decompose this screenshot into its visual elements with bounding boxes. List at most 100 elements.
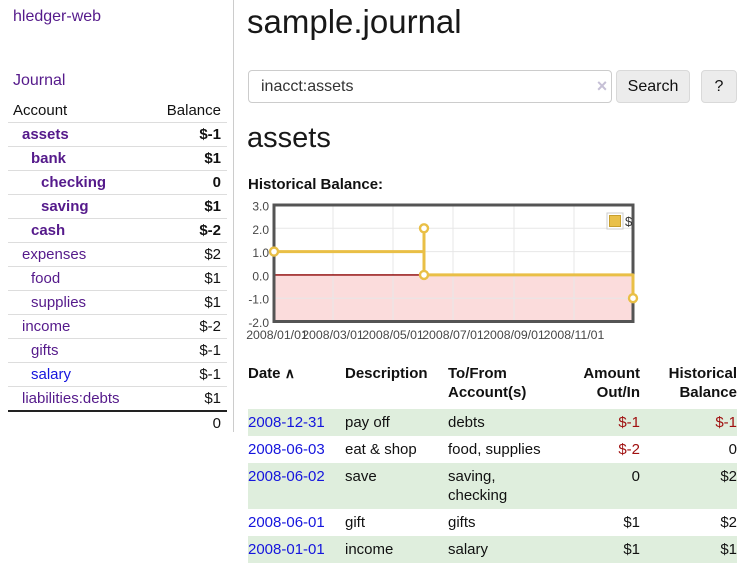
account-row: income $-2	[8, 314, 227, 339]
register-col-description: Description	[345, 365, 428, 382]
transaction-balance: $-1	[640, 409, 737, 436]
account-link-liabilities-debts[interactable]: liabilities:debts	[22, 390, 120, 407]
account-balance: $-2	[146, 314, 227, 339]
transaction-accounts: salary	[448, 536, 554, 563]
account-balance: $-2	[146, 218, 227, 243]
transaction-amount: $-1	[554, 409, 640, 436]
account-heading: assets	[247, 122, 331, 154]
svg-text:2008/09/01: 2008/09/01	[483, 328, 545, 342]
transaction-description: income	[345, 536, 448, 563]
account-row: salary $-1	[8, 362, 227, 387]
transaction-balance: $1	[640, 536, 737, 563]
transaction-amount: 0	[554, 463, 640, 509]
transaction-amount: $1	[554, 536, 640, 563]
sidebar-divider	[233, 0, 234, 432]
data-point-markers	[268, 223, 639, 304]
account-balance: 0	[146, 170, 227, 195]
account-row: expenses $2	[8, 242, 227, 267]
account-balance: $-1	[146, 122, 227, 147]
transaction-accounts: debts	[448, 409, 554, 436]
sort-asc-icon: ∧	[284, 365, 295, 381]
svg-text:1.0: 1.0	[252, 246, 269, 260]
transaction-balance: 0	[728, 441, 737, 458]
accounts-col-balance: Balance	[146, 100, 227, 123]
chart-title: Historical Balance:	[248, 176, 384, 193]
svg-text:2008/11/01: 2008/11/01	[544, 328, 605, 342]
transaction-balance: $2	[720, 514, 737, 531]
transaction-balance: $2	[640, 463, 737, 509]
accounts-col-account: Account	[8, 100, 147, 123]
transaction-date-link[interactable]: 2008-06-03	[248, 441, 325, 458]
transaction-amount: $-2	[618, 441, 640, 458]
svg-text:0.0: 0.0	[252, 269, 269, 283]
accounts-total-value: 0	[146, 410, 227, 435]
svg-text:-1.0: -1.0	[248, 293, 269, 307]
historical-balance-chart[interactable]: $ 3.0 2.0 1.0 0.0 -1.0 -2.0 2008/01/01 2…	[240, 200, 642, 345]
transaction-accounts: gifts	[448, 514, 476, 531]
account-link-assets[interactable]: assets	[22, 126, 69, 143]
account-balance: $2	[146, 242, 227, 267]
transaction-description: eat & shop	[345, 441, 417, 458]
transaction-date-link[interactable]: 2008-12-31	[248, 414, 325, 431]
account-balance: $1	[146, 266, 227, 291]
date-header-label: Date	[248, 365, 281, 382]
chart-canvas: $ 3.0 2.0 1.0 0.0 -1.0 -2.0 2008/01/01 2…	[246, 200, 639, 342]
transaction-date-link[interactable]: 2008-06-02	[248, 468, 325, 485]
svg-text:3.0: 3.0	[252, 200, 269, 214]
register-header-row: Date ∧ Description To/From Account(s) Am…	[248, 362, 737, 409]
account-balance: $1	[146, 290, 227, 315]
sidebar-item-journal[interactable]: Journal	[13, 72, 66, 89]
search-input[interactable]	[248, 70, 612, 103]
balance-series-line	[274, 226, 635, 299]
account-link-cash[interactable]: cash	[31, 222, 66, 239]
account-link-checking[interactable]: checking	[41, 174, 107, 191]
help-button[interactable]: ?	[701, 70, 737, 103]
account-row: liabilities:debts $1	[8, 387, 227, 412]
legend-label: $	[625, 214, 633, 229]
account-balance: $1	[204, 390, 221, 407]
account-balance: $-1	[146, 338, 227, 363]
transaction-description: pay off	[345, 409, 448, 436]
y-axis-labels: 3.0 2.0 1.0 0.0 -1.0 -2.0	[248, 200, 269, 331]
account-link-saving[interactable]: saving	[41, 198, 89, 215]
account-row: checking 0	[8, 170, 227, 195]
register-row: 2008-12-31 pay off debts $-1 $-1	[248, 409, 737, 436]
transaction-accounts: food, supplies	[448, 441, 541, 458]
account-link-supplies[interactable]: supplies	[31, 294, 87, 311]
account-link-food[interactable]: food	[31, 270, 61, 287]
transaction-amount: $1	[623, 514, 640, 531]
account-balance: $-1	[146, 362, 227, 387]
transaction-date-link[interactable]: 2008-06-01	[248, 514, 325, 531]
register-col-balance: Historical Balance	[668, 365, 737, 401]
account-link-bank[interactable]: bank	[31, 150, 67, 167]
svg-text:2008/01/01: 2008/01/01	[246, 328, 308, 342]
chart-legend: $	[606, 212, 633, 230]
account-row: food $1	[8, 266, 227, 291]
svg-text:-2.0: -2.0	[248, 316, 269, 330]
register-row: 2008-01-01 income salary $1 $1	[248, 536, 737, 563]
transaction-date-link[interactable]: 2008-01-01	[248, 541, 325, 558]
clear-search-icon[interactable]: ×	[596, 76, 608, 96]
account-link-salary[interactable]: salary	[31, 366, 72, 383]
account-row: supplies $1	[8, 290, 227, 315]
account-balance: $1	[146, 146, 227, 171]
x-axis-labels: 2008/01/01 2008/03/01 2008/05/01 2008/07…	[246, 328, 604, 342]
register-col-date[interactable]: Date ∧	[248, 362, 345, 409]
account-balance: $1	[146, 194, 227, 219]
register-row: 2008-06-01 gift gifts $1 $2	[248, 509, 737, 536]
register-row: 2008-06-02 save saving, checking 0 $2	[248, 463, 737, 509]
svg-text:2008/03/01: 2008/03/01	[302, 328, 364, 342]
transaction-accounts: saving, checking	[448, 463, 554, 509]
app-brand-link[interactable]: hledger-web	[13, 8, 102, 25]
search-button[interactable]: Search	[616, 70, 690, 103]
account-link-income[interactable]: income	[22, 318, 71, 335]
account-link-gifts[interactable]: gifts	[31, 342, 59, 359]
accounts-table-header: Account Balance	[8, 100, 227, 123]
register-col-amount: Amount Out/In	[583, 365, 640, 401]
account-link-expenses[interactable]: expenses	[22, 246, 87, 263]
accounts-total-row: 0	[8, 410, 227, 435]
svg-text:2008/07/01: 2008/07/01	[422, 328, 484, 342]
accounts-table: Account Balance assets $-1 bank $1 check…	[8, 100, 227, 435]
svg-text:2.0: 2.0	[252, 223, 269, 237]
